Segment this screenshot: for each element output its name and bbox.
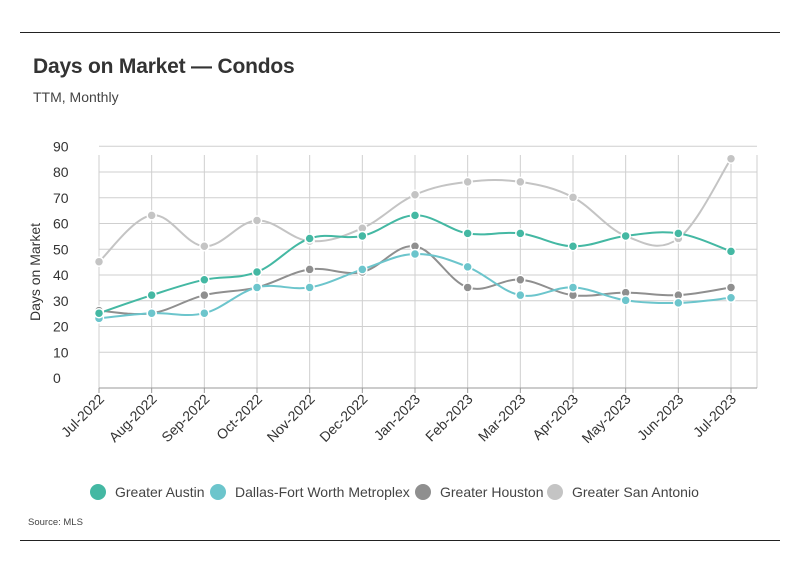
- x-tick-label: May-2023: [578, 391, 633, 446]
- data-point-dallas-fort-worth-metroplex: [673, 297, 684, 309]
- data-point-dallas-fort-worth-metroplex: [620, 295, 631, 306]
- data-point-greater-san-antonio: [409, 189, 421, 200]
- data-point-greater-austin: [357, 230, 368, 242]
- y-tick-label: 0: [53, 370, 61, 386]
- y-tick-label: 20: [53, 319, 69, 335]
- data-point-dallas-fort-worth-metroplex: [199, 307, 210, 319]
- data-point-greater-san-antonio: [567, 192, 579, 203]
- legend-item-greater-houston: Greater Houston: [415, 481, 544, 503]
- x-tick-label: Dec-2022: [316, 391, 370, 445]
- top-rule: [20, 32, 780, 33]
- data-point-greater-austin: [146, 289, 157, 301]
- x-tick-label: Feb-2023: [422, 391, 476, 445]
- data-point-greater-austin: [409, 210, 421, 221]
- data-point-dallas-fort-worth-metroplex: [462, 261, 473, 273]
- data-point-greater-houston: [462, 282, 473, 293]
- data-point-dallas-fort-worth-metroplex: [357, 264, 368, 275]
- source-note: Source: MLS: [28, 517, 83, 528]
- legend-item-greater-austin: Greater Austin: [90, 481, 205, 503]
- y-tick-label: 70: [53, 190, 69, 206]
- x-tick-label: Apr-2023: [529, 391, 581, 443]
- data-point-dallas-fort-worth-metroplex: [409, 248, 421, 260]
- data-point-greater-austin: [567, 241, 579, 252]
- x-tick-label: Sep-2022: [158, 391, 212, 445]
- chart-title: Days on Market — Condos: [33, 55, 295, 78]
- y-tick-label: 30: [53, 293, 69, 309]
- legend-marker-greater-san-antonio: [547, 484, 563, 500]
- chart-legend: Greater Austin Dallas-Fort Worth Metrople…: [0, 481, 799, 503]
- data-point-greater-austin: [199, 274, 210, 285]
- data-point-greater-san-antonio: [462, 176, 473, 188]
- legend-item-greater-san-antonio: Greater San Antonio: [547, 481, 699, 503]
- data-point-greater-san-antonio: [93, 256, 105, 267]
- x-tick-label: Oct-2022: [213, 391, 265, 443]
- y-tick-label: 40: [53, 267, 69, 283]
- y-tick-label: 60: [53, 216, 69, 232]
- data-point-greater-austin: [673, 228, 684, 239]
- y-tick-label: 90: [53, 138, 69, 154]
- legend-label: Greater Houston: [440, 484, 544, 500]
- y-tick-label: 80: [53, 164, 69, 180]
- data-point-greater-houston: [515, 274, 526, 285]
- data-point-greater-austin: [725, 246, 737, 257]
- legend-marker-dallas-fort-worth-metroplex: [210, 484, 226, 500]
- data-point-greater-austin: [515, 228, 526, 239]
- data-point-greater-austin: [462, 228, 473, 239]
- data-point-greater-houston: [199, 289, 210, 301]
- chart-grid: [98, 145, 758, 389]
- data-point-greater-san-antonio: [251, 215, 263, 226]
- data-point-dallas-fort-worth-metroplex: [304, 282, 315, 293]
- data-point-greater-austin: [304, 233, 315, 244]
- x-tick-label: Mar-2023: [475, 391, 529, 445]
- data-point-dallas-fort-worth-metroplex: [251, 282, 263, 293]
- x-tick-label: Nov-2022: [264, 391, 318, 445]
- data-point-greater-houston: [304, 264, 315, 275]
- data-point-greater-austin: [93, 307, 105, 319]
- data-point-greater-san-antonio: [199, 241, 210, 252]
- data-point-dallas-fort-worth-metroplex: [515, 289, 526, 301]
- data-point-dallas-fort-worth-metroplex: [567, 282, 579, 293]
- y-axis-ticks: 0 10 20 30 40 50 60 70 80 90: [53, 138, 69, 386]
- legend-label: Dallas-Fort Worth Metroplex: [235, 484, 410, 500]
- x-tick-label: Jul-2023: [690, 391, 739, 440]
- x-tick-label: Jan-2023: [371, 391, 424, 444]
- data-point-greater-san-antonio: [725, 153, 737, 164]
- data-point-greater-austin: [620, 230, 631, 242]
- series-points: [93, 153, 737, 324]
- data-point-greater-houston: [725, 282, 737, 293]
- legend-marker-greater-austin: [90, 484, 106, 500]
- data-point-dallas-fort-worth-metroplex: [725, 292, 737, 303]
- data-point-greater-austin: [251, 266, 263, 278]
- y-tick-label: 50: [53, 241, 69, 257]
- legend-marker-greater-houston: [415, 484, 431, 500]
- y-tick-label: 10: [53, 344, 69, 360]
- x-tick-label: Aug-2022: [106, 391, 160, 445]
- x-tick-label: Jul-2022: [58, 391, 107, 440]
- data-point-greater-san-antonio: [515, 176, 526, 188]
- data-point-greater-san-antonio: [146, 210, 157, 221]
- legend-label: Greater Austin: [115, 484, 205, 500]
- legend-item-dallas-fort-worth-metroplex: Dallas-Fort Worth Metroplex: [210, 481, 410, 503]
- bottom-rule: [20, 540, 780, 541]
- data-point-dallas-fort-worth-metroplex: [146, 307, 157, 319]
- x-tick-label: Jun-2023: [634, 391, 687, 444]
- legend-label: Greater San Antonio: [572, 484, 699, 500]
- chart-subtitle: TTM, Monthly: [33, 89, 119, 105]
- y-axis-label: Days on Market: [27, 223, 43, 321]
